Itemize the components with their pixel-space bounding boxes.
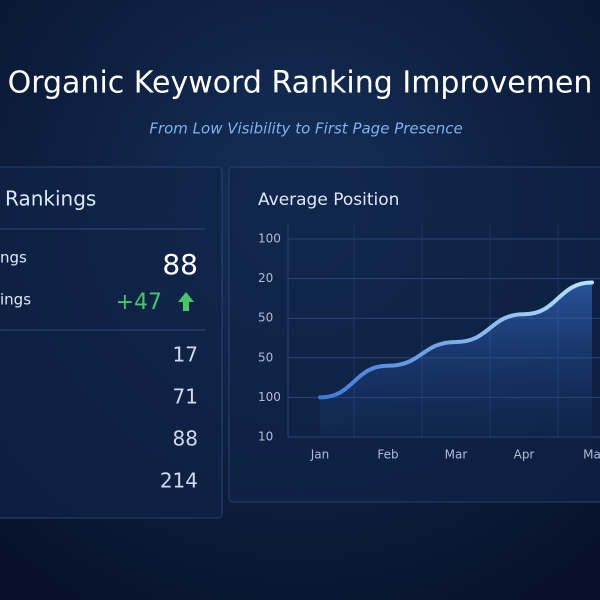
y-tick-label: 100 [258,390,281,404]
x-tick-label: Ma [583,448,600,462]
x-tick-label: Jan [310,448,330,462]
row-value: +47 [116,290,162,315]
up-arrow [178,292,194,311]
list-value: 88 [173,427,198,451]
y-tick-label: 10 [258,430,273,444]
y-tick-label: 20 [258,271,273,285]
y-tick-label: 50 [258,350,273,364]
x-tick-label: Apr [514,448,535,462]
y-tick-label: 100 [258,232,281,246]
x-tick-label: Feb [377,448,398,462]
page-subtitle: From Low Visibility to First Page Presen… [149,120,462,138]
row-label: ngs [0,249,27,267]
list-value: 214 [160,469,198,493]
chart-title: Average Position [258,190,399,210]
list-value: 71 [173,385,198,409]
row-value: 88 [162,248,198,281]
area [320,282,592,437]
y-tick-label: 50 [258,311,273,325]
page-title: Organic Keyword Ranking Improvemen [8,66,593,101]
plot: 100 20 50 50 100 10 Jan Feb Mar Apr Ma [258,225,600,462]
rankings-panel [0,166,223,519]
list-value: 17 [173,343,198,367]
x-tick-label: Mar [445,448,468,462]
panel-title: Rankings [5,187,96,211]
line [318,280,594,400]
row-label: ings [0,291,31,309]
